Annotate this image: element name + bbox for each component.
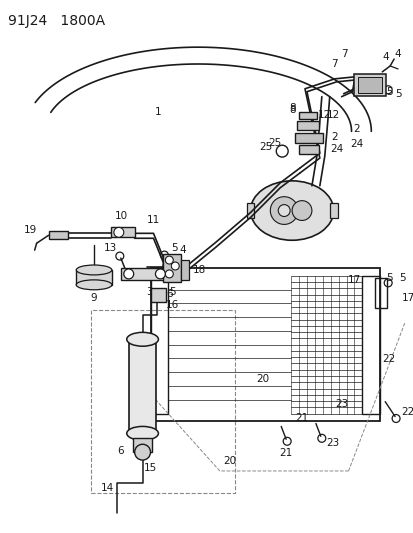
- Circle shape: [292, 200, 311, 221]
- Bar: [294, 133, 322, 143]
- Circle shape: [278, 205, 290, 216]
- Bar: [181, 260, 189, 280]
- Text: 20: 20: [223, 456, 236, 466]
- Circle shape: [165, 270, 173, 278]
- Text: 8: 8: [288, 104, 295, 115]
- Bar: [150, 268, 379, 422]
- Bar: [111, 228, 134, 237]
- Text: 24: 24: [349, 139, 362, 149]
- Text: 20: 20: [255, 374, 268, 384]
- Circle shape: [123, 269, 133, 279]
- Bar: [163, 254, 181, 282]
- Text: 8: 8: [288, 102, 295, 112]
- Circle shape: [275, 145, 287, 157]
- Text: 6: 6: [117, 446, 124, 456]
- Text: 21: 21: [295, 414, 308, 424]
- Text: 4: 4: [179, 245, 186, 255]
- Text: 14: 14: [100, 483, 113, 493]
- Text: 5: 5: [385, 273, 392, 283]
- Text: 16: 16: [165, 300, 178, 310]
- Bar: [361, 276, 379, 414]
- Text: 13: 13: [104, 243, 117, 253]
- Text: 25: 25: [258, 142, 271, 152]
- Text: 23: 23: [325, 438, 339, 448]
- Text: 7: 7: [330, 59, 337, 69]
- Bar: [375, 278, 386, 308]
- Text: 12: 12: [326, 110, 339, 120]
- Ellipse shape: [250, 181, 333, 240]
- Text: 25: 25: [268, 138, 281, 148]
- Bar: [128, 340, 156, 433]
- Ellipse shape: [76, 280, 112, 290]
- Bar: [150, 288, 166, 302]
- Text: 2: 2: [352, 124, 359, 134]
- Bar: [133, 438, 152, 452]
- Text: 2: 2: [330, 132, 337, 142]
- Bar: [298, 111, 316, 119]
- Circle shape: [165, 256, 173, 264]
- Circle shape: [171, 262, 179, 270]
- Text: 4: 4: [394, 49, 401, 59]
- Text: 18: 18: [192, 265, 205, 275]
- Text: 11: 11: [147, 215, 160, 225]
- Text: 9: 9: [90, 293, 97, 303]
- Text: 23: 23: [334, 399, 347, 409]
- Bar: [150, 276, 168, 414]
- Text: 21: 21: [279, 448, 292, 458]
- Text: 19: 19: [24, 225, 37, 236]
- Text: 91J24   1800A: 91J24 1800A: [8, 14, 105, 28]
- Text: 7: 7: [340, 49, 347, 59]
- Text: 22: 22: [400, 407, 413, 417]
- Circle shape: [270, 197, 297, 224]
- Text: 17: 17: [400, 293, 413, 303]
- Text: 5: 5: [171, 243, 177, 253]
- Text: 3: 3: [146, 287, 152, 297]
- Text: 1: 1: [155, 107, 161, 117]
- Text: 6: 6: [166, 289, 172, 298]
- Text: 5: 5: [385, 87, 392, 96]
- Bar: [246, 203, 254, 219]
- Ellipse shape: [126, 333, 158, 346]
- Circle shape: [114, 228, 123, 237]
- Bar: [358, 77, 381, 93]
- Bar: [329, 203, 337, 219]
- Text: 15: 15: [144, 463, 157, 473]
- Text: 24: 24: [329, 144, 342, 154]
- Text: 17: 17: [347, 275, 360, 285]
- Text: 10: 10: [115, 211, 128, 221]
- Text: 5: 5: [169, 287, 175, 297]
- Text: 4: 4: [382, 52, 389, 62]
- Bar: [354, 74, 385, 96]
- Bar: [48, 231, 68, 239]
- Bar: [297, 122, 318, 131]
- Ellipse shape: [76, 265, 112, 275]
- Text: 12: 12: [318, 109, 331, 119]
- Text: 5: 5: [117, 230, 124, 240]
- Text: 5: 5: [394, 88, 401, 99]
- Ellipse shape: [126, 426, 158, 440]
- Bar: [121, 268, 168, 280]
- Bar: [76, 270, 112, 285]
- Circle shape: [134, 444, 150, 460]
- Text: 5: 5: [398, 273, 404, 283]
- Bar: [298, 145, 318, 154]
- Circle shape: [155, 269, 165, 279]
- Text: 22: 22: [382, 354, 395, 364]
